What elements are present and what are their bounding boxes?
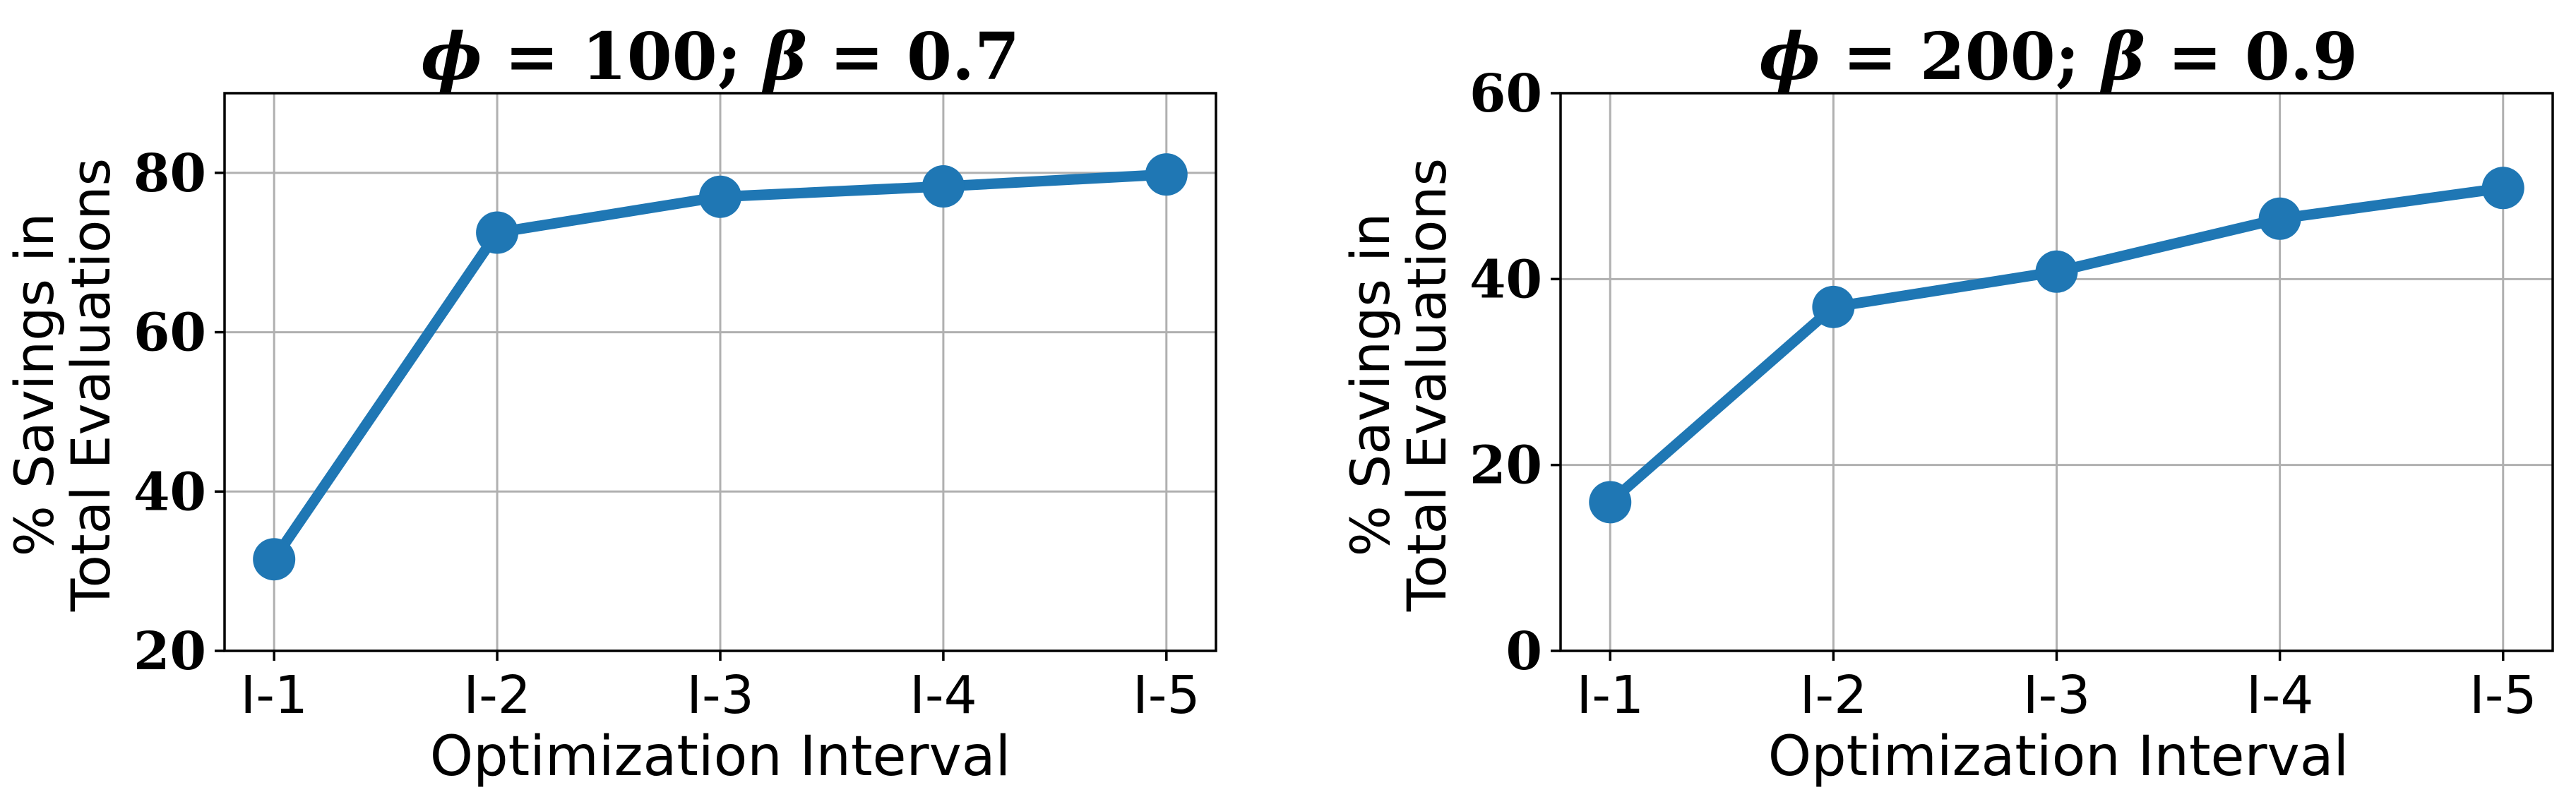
x-tick-label: I-1 bbox=[1576, 665, 1644, 726]
data-point-marker bbox=[476, 211, 519, 254]
data-point-marker bbox=[699, 175, 741, 218]
y-axis-label: % Savings in Total Evaluations bbox=[1339, 158, 1458, 612]
y-tick-label: 60 bbox=[133, 303, 206, 364]
x-tick-label: I-2 bbox=[1800, 665, 1868, 726]
y-tick-label: 20 bbox=[133, 621, 206, 682]
y-tick-label: 40 bbox=[133, 462, 206, 522]
x-tick-label: I-5 bbox=[2469, 665, 2537, 726]
x-tick-label: I-4 bbox=[910, 665, 977, 726]
data-point-marker bbox=[2258, 197, 2301, 240]
title-symbol-beta: β bbox=[2100, 18, 2145, 95]
y-axis-label-line-2: Total Evaluations bbox=[1395, 158, 1458, 612]
data-point-marker bbox=[1589, 481, 1632, 524]
y-tick-label: 40 bbox=[1469, 249, 1542, 310]
plot-frame bbox=[223, 92, 1217, 652]
x-axis-label: Optimization Interval bbox=[430, 725, 1010, 789]
y-axis-label-line-1: % Savings in bbox=[1339, 213, 1402, 557]
x-tick-label: I-3 bbox=[686, 665, 754, 726]
x-tick-label: I-4 bbox=[2246, 665, 2314, 726]
x-tick-label: I-2 bbox=[463, 665, 531, 726]
data-point-marker bbox=[1145, 153, 1188, 196]
y-axis-label-line-1: % Savings in bbox=[3, 213, 66, 557]
chart-panel-right: ϕ = 200; β = 0.9 % Savings in Total Eval… bbox=[1339, 18, 2554, 789]
title-symbol-beta: β bbox=[762, 18, 807, 95]
y-axis-label: % Savings in Total Evaluations bbox=[3, 158, 122, 612]
title-text-1: = 100; bbox=[482, 18, 764, 95]
y-tick-label: 20 bbox=[1469, 436, 1542, 496]
chart-panel-left: ϕ = 100; β = 0.7 % Savings in Total Eval… bbox=[3, 18, 1217, 789]
plot-frame bbox=[1559, 92, 2554, 652]
title-symbol-phi: ϕ bbox=[421, 18, 482, 95]
y-tick-label: 0 bbox=[1506, 621, 1543, 682]
y-axis-label-line-2: Total Evaluations bbox=[59, 158, 122, 612]
data-point-marker bbox=[1812, 285, 1855, 328]
x-tick-label: I-3 bbox=[2023, 665, 2091, 726]
x-tick-label: I-5 bbox=[1133, 665, 1200, 726]
data-point-marker bbox=[2035, 250, 2078, 293]
title-text-2: = 0.9 bbox=[2145, 18, 2358, 95]
x-tick-label: I-1 bbox=[240, 665, 308, 726]
chart-title: ϕ = 100; β = 0.7 bbox=[421, 18, 1020, 95]
grid-lines bbox=[1561, 92, 2553, 652]
chart-title: ϕ = 200; β = 0.9 bbox=[1759, 18, 2358, 95]
x-axis-label: Optimization Interval bbox=[1768, 725, 2349, 789]
data-point-marker bbox=[922, 165, 965, 208]
data-point-marker bbox=[253, 538, 296, 581]
data-point-marker bbox=[2481, 167, 2524, 210]
y-tick-label: 80 bbox=[133, 143, 206, 204]
y-tick-label: 60 bbox=[1469, 64, 1542, 124]
title-text-2: = 0.7 bbox=[807, 18, 1020, 95]
title-symbol-phi: ϕ bbox=[1759, 18, 1820, 95]
title-text-1: = 200; bbox=[1820, 18, 2102, 95]
